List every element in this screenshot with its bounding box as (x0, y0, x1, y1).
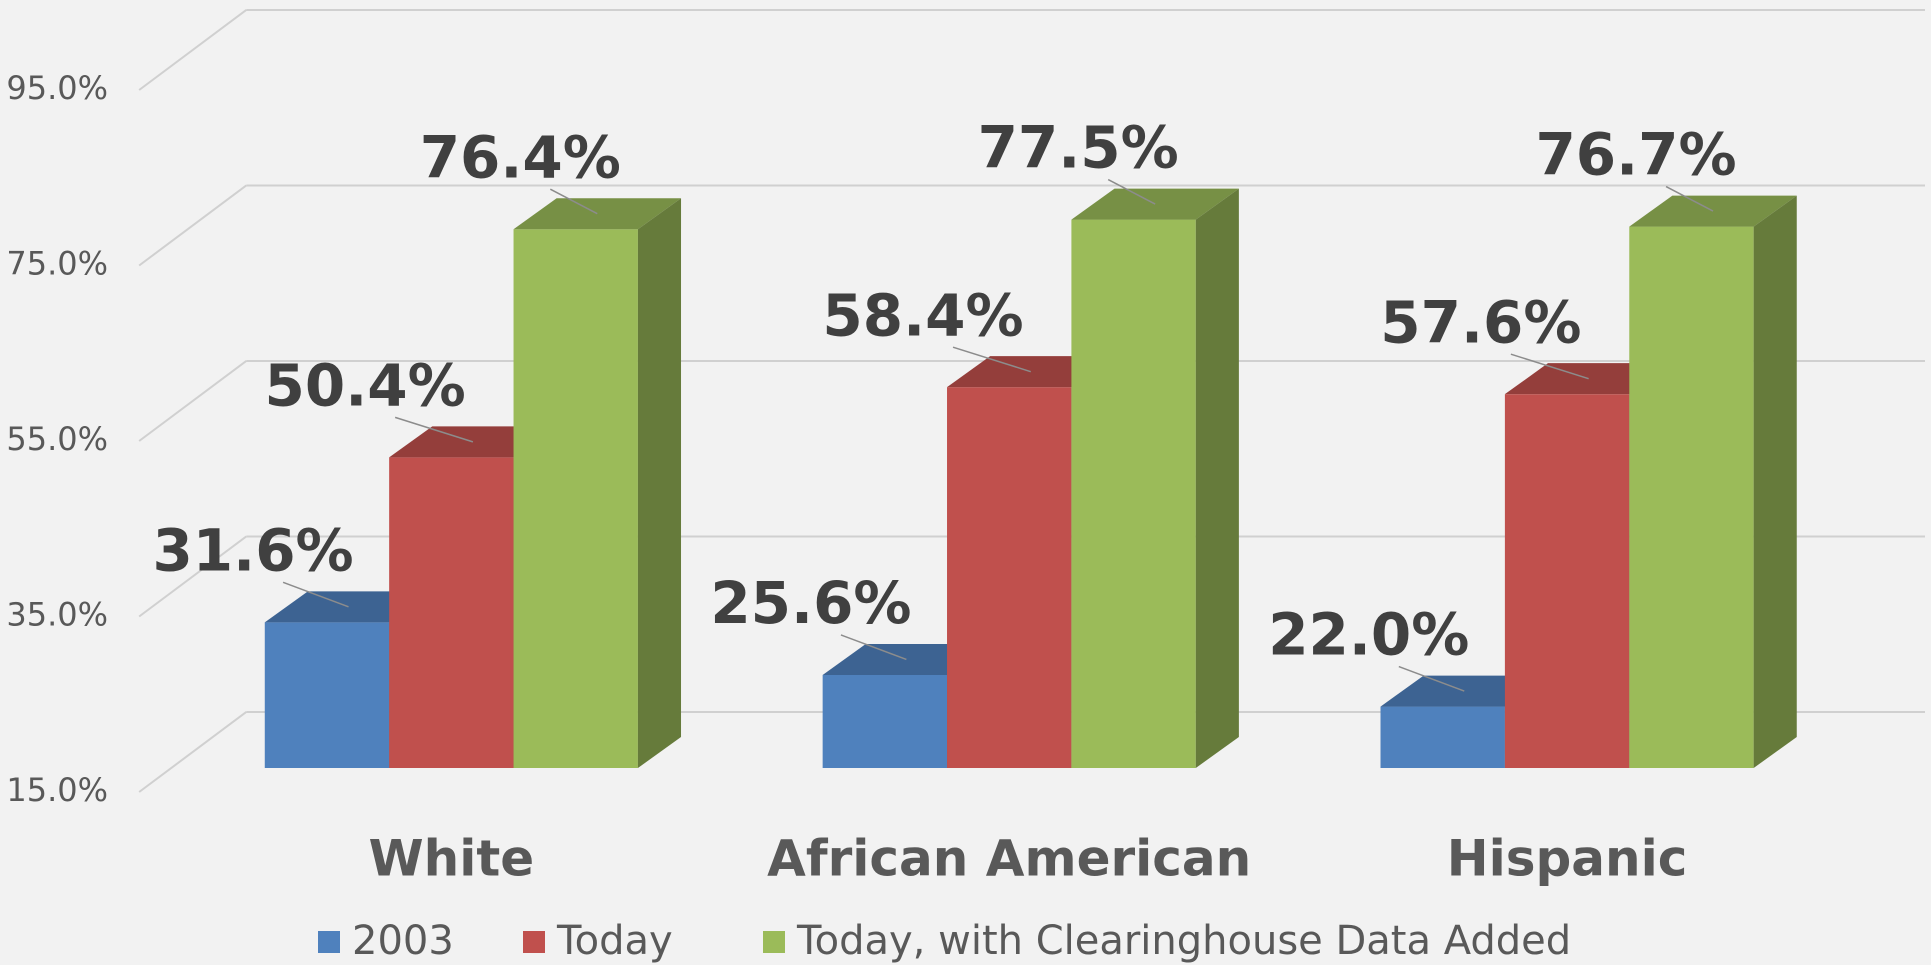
data-label: 50.4% (265, 351, 466, 419)
data-label: 77.5% (978, 114, 1179, 182)
data-label: 57.6% (1380, 288, 1581, 356)
y-tick-label: 35.0% (6, 596, 108, 634)
legend-label: 2003 (352, 918, 454, 964)
leader-line (282, 581, 349, 608)
leader-line (952, 346, 1031, 373)
bar-top (1629, 195, 1797, 227)
bar-side (1195, 188, 1239, 768)
legend-swatch (318, 931, 340, 953)
data-label: 76.4% (420, 123, 621, 191)
grid-line (138, 535, 247, 618)
data-label: 25.6% (710, 569, 911, 637)
y-tick-label: 95.0% (6, 69, 108, 107)
leader-line (1398, 665, 1465, 692)
x-tick-label: White (368, 830, 534, 888)
bar (1629, 226, 1754, 768)
grid-line (138, 711, 247, 793)
data-label: 31.6% (152, 516, 353, 584)
bar (1504, 394, 1630, 768)
grid-line (138, 360, 247, 442)
legend-swatch (523, 931, 545, 953)
bar (389, 457, 514, 768)
leader-line (549, 188, 598, 215)
leader-line (1107, 178, 1156, 205)
leader-line (840, 634, 907, 661)
grid-line (138, 9, 247, 91)
y-tick-label: 55.0% (6, 420, 108, 458)
x-tick-label: African American (767, 830, 1251, 888)
bar-side (637, 198, 682, 769)
data-label: 76.7% (1535, 121, 1736, 189)
legend-swatch (763, 931, 785, 953)
bar (264, 622, 390, 768)
leader-line (1665, 185, 1714, 212)
legend-label: Today, with Clearinghouse Data Added (796, 918, 1571, 964)
y-tick-label: 75.0% (6, 245, 108, 283)
bar (822, 674, 948, 768)
legend-label: Today (556, 918, 673, 964)
bar (513, 229, 638, 769)
bar (947, 387, 1072, 768)
leader-line (394, 416, 474, 443)
x-tick-label: Hispanic (1447, 830, 1688, 888)
bar (1071, 219, 1196, 768)
grid-line (138, 184, 247, 267)
bar (1380, 706, 1505, 768)
bar-side (1753, 195, 1797, 768)
leader-line (1510, 353, 1589, 380)
data-label: 22.0% (1268, 601, 1469, 669)
y-tick-label: 15.0% (6, 771, 108, 809)
data-label: 58.4% (822, 281, 1023, 349)
